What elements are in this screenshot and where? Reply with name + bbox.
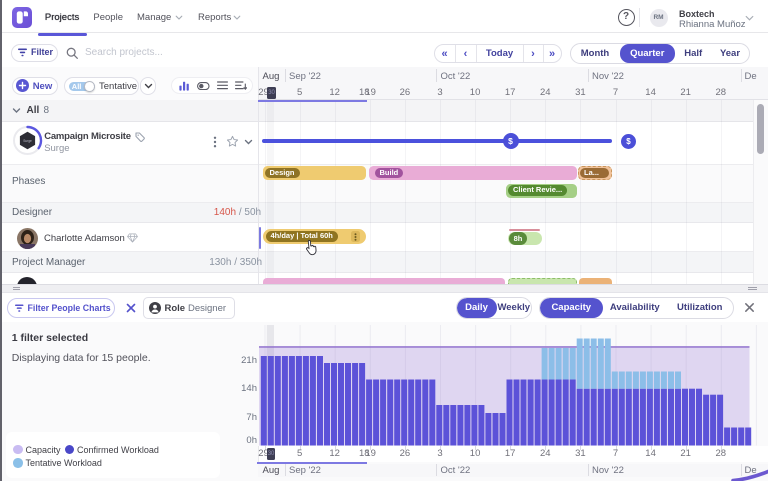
svg-text:Surge: Surge [23, 139, 32, 143]
